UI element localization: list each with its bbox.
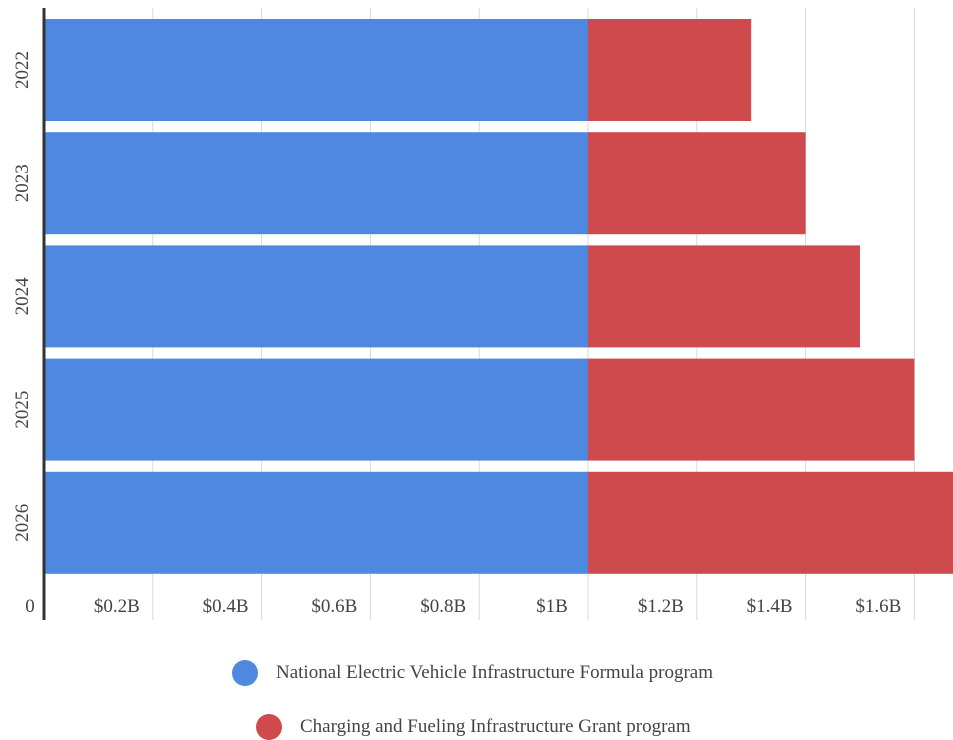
x-tick-label: $1B	[536, 596, 568, 617]
x-tick-label: $1.6B	[855, 596, 901, 617]
bar-cfi-2023[interactable]	[588, 132, 806, 235]
x-tick-label: $0.8B	[420, 596, 466, 617]
category-label-2023: 2023	[12, 164, 33, 202]
legend-label-nevi: National Electric Vehicle Infrastructure…	[276, 662, 714, 683]
bar-nevi-2026[interactable]	[44, 471, 588, 574]
legend-label-cfi: Charging and Fueling Infrastructure Gran…	[300, 716, 691, 737]
x-tick-label: 0	[25, 596, 35, 617]
legend-item-nevi[interactable]: National Electric Vehicle Infrastructure…	[232, 660, 713, 686]
legend-item-cfi[interactable]: Charging and Fueling Infrastructure Gran…	[256, 714, 691, 740]
x-tick-label: $0.4B	[203, 596, 249, 617]
category-label-2025: 2025	[12, 391, 33, 429]
x-axis-tick-labels: 0 $0.2B $0.4B $0.6B $0.8B $1B $1.2B $1.4B $1.6B	[25, 596, 901, 617]
x-tick-label: $1.2B	[638, 596, 684, 617]
bar-nevi-2024[interactable]	[44, 245, 588, 348]
legend-swatch-red	[256, 714, 282, 740]
category-label-2026: 2026	[12, 504, 33, 542]
category-label-2022: 2022	[12, 51, 33, 89]
category-label-2024: 2024	[12, 277, 33, 316]
legend-swatch-blue	[232, 660, 258, 686]
x-tick-label: $0.2B	[94, 596, 140, 617]
bar-nevi-2023[interactable]	[44, 132, 588, 235]
bar-nevi-2022[interactable]	[44, 19, 588, 121]
bar-cfi-2026[interactable]	[588, 471, 953, 574]
x-tick-label: $0.6B	[311, 596, 357, 617]
stacked-bar-chart: 2022 2023 2024 2025 2026 0 $0.2B $0.4B $0.6B $0.…	[12, 8, 953, 620]
bar-cfi-2025[interactable]	[588, 358, 915, 461]
x-tick-label: $1.4B	[747, 596, 793, 617]
category-labels: 2022 2023 2024 2025 2026	[12, 51, 33, 542]
bar-cfi-2024[interactable]	[588, 245, 860, 348]
bars	[44, 19, 953, 574]
bar-nevi-2025[interactable]	[44, 358, 588, 461]
bar-cfi-2022[interactable]	[588, 19, 752, 121]
